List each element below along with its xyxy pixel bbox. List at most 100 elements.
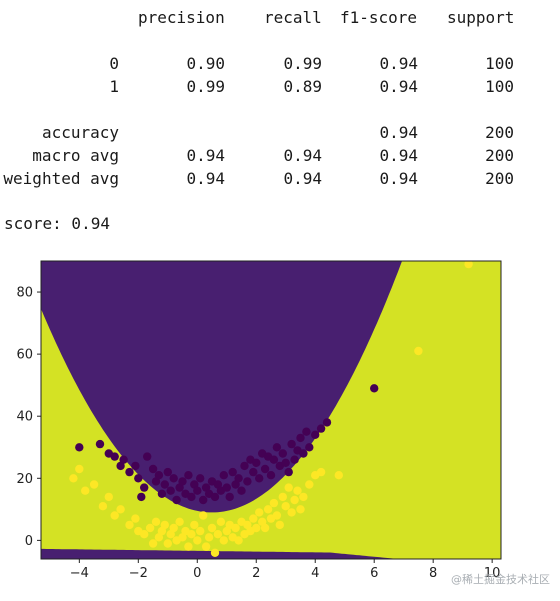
point-class-0 bbox=[157, 489, 167, 498]
row-f1: 0.94 bbox=[379, 146, 418, 165]
row-label: macro avg bbox=[32, 146, 119, 165]
region-class-0-upper bbox=[41, 261, 501, 513]
point-class-1 bbox=[334, 471, 343, 480]
x-tick-label: −4 bbox=[70, 566, 89, 581]
point-class-1 bbox=[281, 502, 290, 511]
point-class-1 bbox=[249, 514, 258, 523]
point-class-0 bbox=[370, 384, 379, 393]
point-class-1 bbox=[193, 536, 202, 545]
point-class-0 bbox=[187, 492, 196, 502]
point-class-0 bbox=[193, 486, 202, 495]
point-class-0 bbox=[272, 443, 282, 452]
point-class-1 bbox=[255, 508, 264, 517]
point-class-0 bbox=[311, 430, 320, 439]
point-class-1 bbox=[187, 530, 196, 539]
row-f1: 0.94 bbox=[379, 77, 418, 96]
point-class-0 bbox=[137, 492, 146, 502]
point-class-1 bbox=[69, 474, 78, 483]
header-f1-score: f1-score bbox=[340, 8, 418, 27]
watermark: @稀土掘金技术社区 bbox=[451, 573, 550, 586]
point-class-0 bbox=[199, 495, 208, 505]
point-class-1 bbox=[284, 483, 293, 492]
point-class-1 bbox=[216, 517, 226, 526]
x-axis: −4 −2 0 2 4 6 8 10 bbox=[70, 559, 501, 581]
point-class-1 bbox=[151, 517, 161, 526]
point-class-0 bbox=[281, 458, 290, 467]
point-class-1 bbox=[464, 261, 473, 269]
point-class-0 bbox=[143, 452, 152, 461]
row-support: 200 bbox=[485, 169, 514, 188]
point-class-1 bbox=[293, 486, 302, 495]
x-tick-label: 8 bbox=[429, 566, 437, 581]
point-class-1 bbox=[316, 467, 326, 477]
point-class-0 bbox=[140, 483, 149, 492]
point-class-0 bbox=[316, 424, 326, 433]
region-class-0-lower bbox=[41, 548, 501, 559]
point-class-0 bbox=[299, 449, 308, 458]
x-tick-label: 0 bbox=[193, 566, 201, 581]
point-class-0 bbox=[225, 492, 234, 502]
header-precision: precision bbox=[138, 8, 225, 27]
y-tick-label: 20 bbox=[16, 472, 33, 487]
point-class-0 bbox=[249, 467, 258, 477]
point-class-1 bbox=[305, 480, 314, 489]
row-support: 200 bbox=[485, 146, 514, 165]
classification-report: precision recall f1-score support 0 0.90… bbox=[0, 0, 560, 250]
point-class-1 bbox=[116, 505, 125, 514]
point-class-1 bbox=[190, 520, 199, 530]
row-support: 200 bbox=[485, 123, 514, 142]
plot-area bbox=[41, 261, 501, 559]
point-class-1 bbox=[252, 523, 261, 533]
header-support: support bbox=[447, 8, 515, 27]
row-precision: 0.90 bbox=[186, 54, 225, 73]
point-class-1 bbox=[414, 346, 423, 356]
point-class-1 bbox=[196, 526, 205, 536]
y-axis: 0 20 40 60 80 bbox=[16, 286, 41, 549]
y-tick-label: 60 bbox=[16, 348, 33, 363]
scatter-points bbox=[69, 261, 473, 557]
y-tick-label: 80 bbox=[16, 286, 33, 301]
point-class-0 bbox=[243, 477, 252, 486]
point-class-1 bbox=[234, 536, 243, 545]
point-class-0 bbox=[184, 471, 193, 480]
row-support: 100 bbox=[485, 54, 514, 73]
point-class-1 bbox=[219, 536, 228, 545]
point-class-1 bbox=[163, 539, 172, 548]
point-class-0 bbox=[290, 455, 299, 464]
point-class-1 bbox=[125, 520, 134, 530]
row-label: weighted avg bbox=[3, 169, 119, 188]
point-class-0 bbox=[269, 455, 279, 464]
point-class-0 bbox=[160, 480, 169, 489]
point-class-0 bbox=[287, 439, 296, 449]
point-class-1 bbox=[148, 539, 158, 548]
point-class-0 bbox=[228, 467, 237, 477]
row-precision: 0.99 bbox=[186, 77, 225, 96]
point-class-1 bbox=[231, 523, 240, 533]
point-class-0 bbox=[166, 486, 175, 495]
score-line: score: 0.94 bbox=[4, 214, 110, 233]
point-class-0 bbox=[296, 433, 305, 443]
point-class-0 bbox=[154, 471, 164, 480]
point-class-1 bbox=[287, 508, 296, 517]
point-class-0 bbox=[266, 471, 276, 480]
row-recall: 0.94 bbox=[283, 146, 322, 165]
point-class-1 bbox=[296, 505, 305, 514]
point-class-1 bbox=[110, 511, 119, 520]
point-class-0 bbox=[305, 443, 314, 452]
point-class-0 bbox=[119, 455, 128, 464]
x-tick-label: 10 bbox=[484, 566, 501, 581]
point-class-1 bbox=[213, 530, 223, 539]
point-class-1 bbox=[199, 511, 208, 520]
point-class-0 bbox=[75, 443, 84, 452]
point-class-1 bbox=[278, 492, 287, 502]
point-class-1 bbox=[145, 523, 155, 533]
point-class-0 bbox=[260, 464, 270, 474]
point-class-1 bbox=[290, 495, 299, 505]
point-class-1 bbox=[98, 502, 108, 511]
point-class-0 bbox=[131, 461, 140, 471]
point-class-1 bbox=[81, 486, 90, 495]
point-class-0 bbox=[196, 474, 205, 483]
point-class-1 bbox=[140, 530, 149, 539]
plot-frame bbox=[40, 260, 502, 560]
point-class-0 bbox=[110, 452, 119, 461]
